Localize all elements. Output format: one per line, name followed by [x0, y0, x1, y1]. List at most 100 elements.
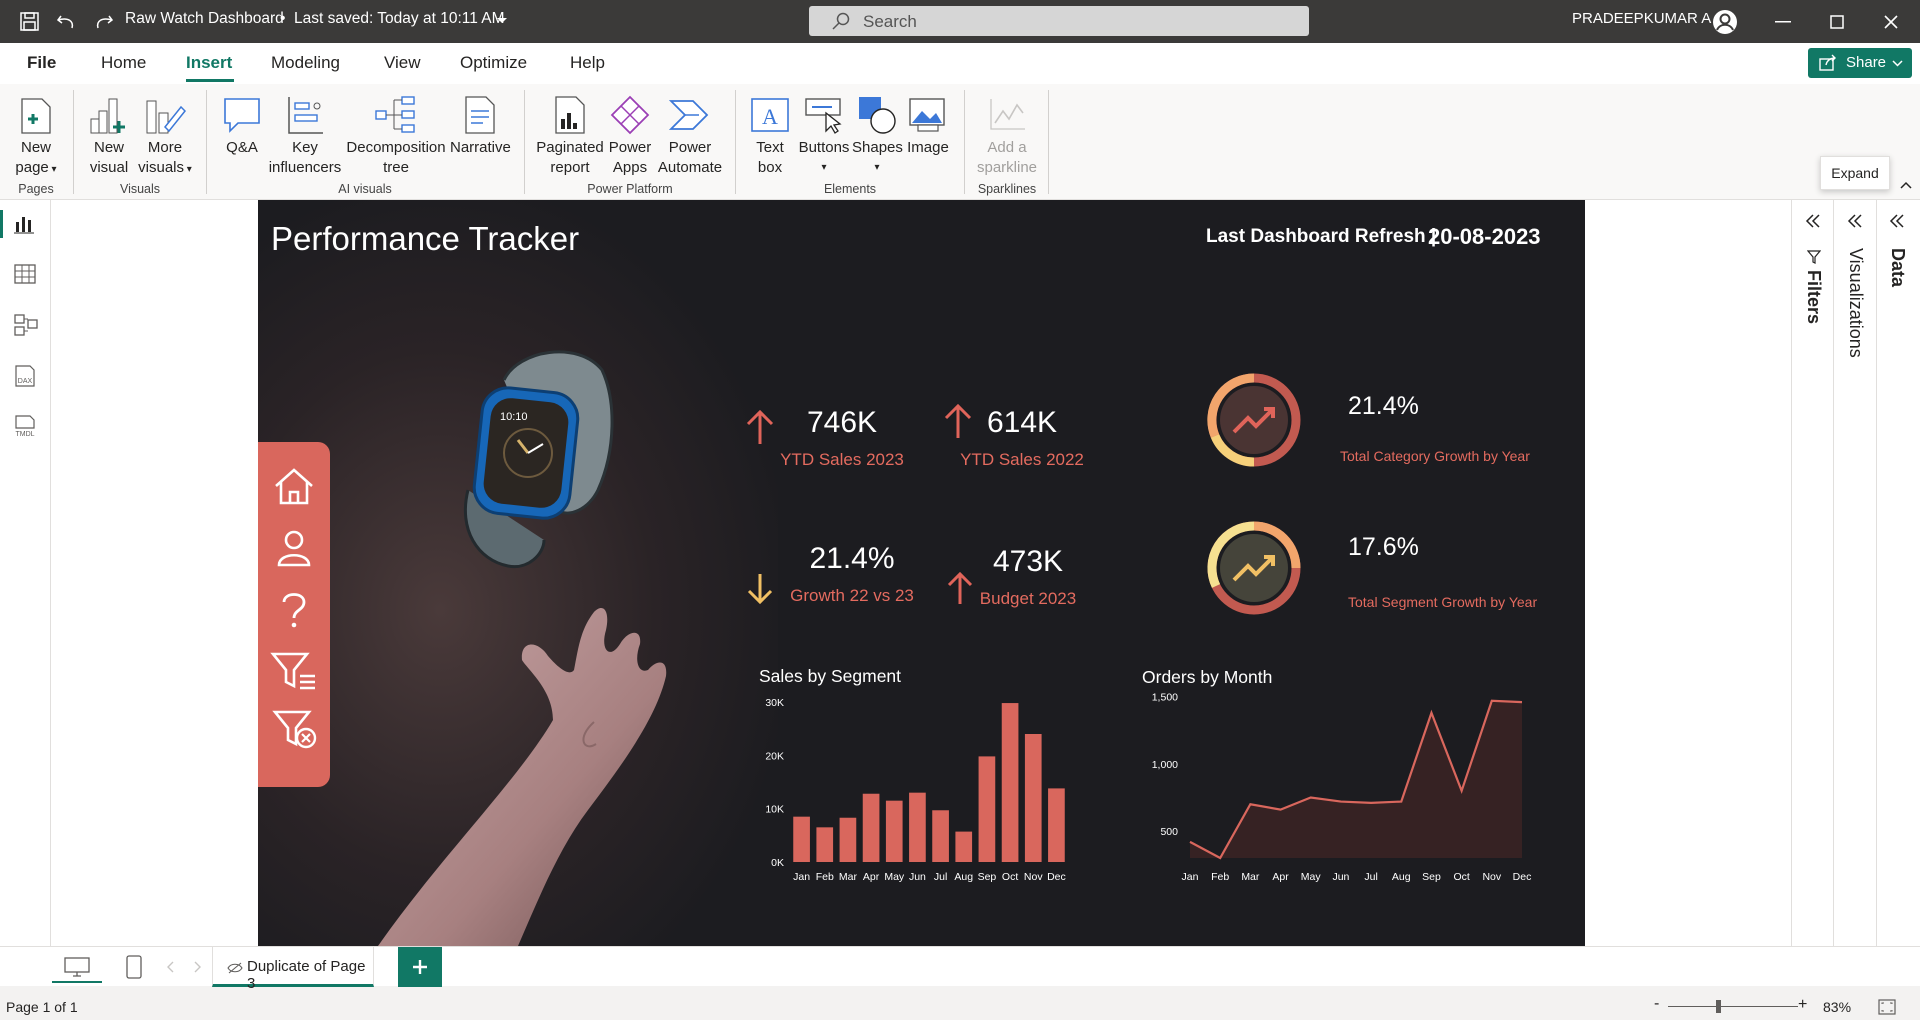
- shapes-icon: [859, 97, 896, 134]
- orders-chart-title: Orders by Month: [1142, 667, 1273, 687]
- x-tick-label: Dec: [1513, 871, 1532, 883]
- share-icon: [1819, 54, 1836, 71]
- last-saved[interactable]: Last saved: Today at 10:11 AM: [294, 10, 505, 27]
- ribbon: New page ▾ New visual More visuals ▾ Q&A…: [0, 84, 1920, 200]
- refresh-label: Last Dashboard Refresh |: [1206, 226, 1437, 247]
- dax-query-icon[interactable]: DAX: [12, 364, 38, 388]
- buttons-label: Buttons: [798, 139, 850, 156]
- new-visual-icon: [90, 98, 125, 134]
- kpi-budget-value: 473K: [992, 545, 1064, 578]
- buttons-button[interactable]: Buttons ▾: [796, 92, 852, 178]
- close-icon[interactable]: [1884, 15, 1898, 29]
- ribbon-separator: [73, 90, 74, 194]
- report-view-icon[interactable]: [14, 214, 36, 234]
- menu-insert[interactable]: Insert: [186, 53, 233, 72]
- home-icon[interactable]: [272, 466, 316, 506]
- mobile-layout-icon[interactable]: [126, 955, 142, 979]
- expand-data-icon[interactable]: [1889, 214, 1905, 228]
- x-tick-label: Mar: [839, 871, 858, 883]
- fit-to-page-icon[interactable]: [1878, 999, 1896, 1015]
- filters-pane-tab[interactable]: Filters: [1804, 270, 1824, 325]
- paginated-report-button[interactable]: Paginated report: [535, 92, 605, 178]
- desktop-layout-icon[interactable]: [64, 957, 90, 977]
- arrow-up-icon: [746, 409, 774, 444]
- group-label-ai-visuals: AI visuals: [338, 182, 392, 196]
- narrative-button[interactable]: Narrative: [450, 92, 511, 158]
- x-tick-label: Aug: [1392, 871, 1411, 883]
- menu-help[interactable]: Help: [570, 53, 605, 72]
- new-page-label-2: page: [15, 159, 49, 176]
- qa-button[interactable]: Q&A: [218, 92, 266, 158]
- x-tick-label: Nov: [1024, 871, 1043, 883]
- status-bar: Page 1 of 1 - + 83%: [0, 993, 1920, 1020]
- user-name[interactable]: PRADEEPKUMAR A: [1572, 10, 1712, 27]
- page-tab[interactable]: Duplicate of Page 3: [212, 947, 374, 992]
- arrow-up-icon: [944, 403, 972, 438]
- help-icon[interactable]: [278, 590, 310, 630]
- key-influencers-icon: [288, 97, 323, 134]
- user-icon[interactable]: [276, 528, 312, 568]
- clear-filter-icon[interactable]: [272, 708, 318, 750]
- add-page-button[interactable]: [398, 947, 442, 987]
- x-tick-label: Mar: [1241, 871, 1260, 883]
- menu-file[interactable]: File: [27, 53, 57, 72]
- minimize-icon[interactable]: [1775, 21, 1791, 23]
- ribbon-separator: [524, 90, 525, 194]
- power-apps-button[interactable]: Power Apps: [605, 92, 655, 178]
- filter-icon: [1807, 250, 1821, 264]
- svg-text:A: A: [762, 104, 778, 129]
- shapes-button[interactable]: Shapes ▾: [852, 92, 903, 178]
- text-box-button[interactable]: A Text box: [746, 92, 794, 178]
- power-automate-button[interactable]: Power Automate: [656, 92, 724, 178]
- previous-page-icon[interactable]: [166, 961, 174, 973]
- zoom-in-button[interactable]: +: [1798, 996, 1808, 1013]
- buttons-icon: [805, 98, 842, 134]
- new-page-button[interactable]: New page ▾: [8, 92, 64, 180]
- next-page-icon[interactable]: [194, 961, 202, 973]
- visualizations-pane-tab[interactable]: Visualizations: [1846, 248, 1866, 358]
- table-view-icon[interactable]: [14, 264, 36, 284]
- ribbon-separator: [964, 90, 965, 194]
- avatar[interactable]: [1712, 9, 1738, 35]
- menu-view[interactable]: View: [384, 53, 421, 72]
- x-tick-label: Sep: [978, 871, 997, 883]
- more-visuals-button[interactable]: More visuals ▾: [136, 92, 194, 180]
- sales-by-segment-chart: 0K 10K 20K 30K Jan Feb Mar Apr May Jun Jul Aug Sep Oc…: [765, 697, 1065, 883]
- tmdl-view-icon[interactable]: TMDL: [10, 414, 40, 438]
- expand-filters-icon[interactable]: [1805, 214, 1821, 228]
- segment-growth-gauge: [1207, 521, 1301, 615]
- menu-modeling[interactable]: Modeling: [271, 53, 340, 72]
- menu-optimize[interactable]: Optimize: [460, 53, 528, 72]
- category-growth-label: Total Category Growth by Year: [1340, 448, 1530, 464]
- maximize-icon[interactable]: [1830, 15, 1844, 29]
- collapse-ribbon-icon[interactable]: [1900, 181, 1912, 189]
- filter-icon[interactable]: [270, 650, 318, 692]
- image-button[interactable]: Image: [903, 92, 953, 158]
- decomposition-tree-button[interactable]: Decomposition tree: [344, 92, 448, 178]
- redo-icon[interactable]: [94, 12, 114, 32]
- zoom-slider[interactable]: [1668, 1006, 1798, 1007]
- search-icon: [832, 12, 850, 30]
- qa-icon: [224, 98, 260, 133]
- new-visual-button[interactable]: New visual: [84, 92, 134, 178]
- sales-chart-title: Sales by Segment: [759, 666, 902, 686]
- document-title[interactable]: Raw Watch Dashboard: [125, 10, 284, 27]
- expand-visualizations-icon[interactable]: [1847, 214, 1863, 228]
- undo-icon[interactable]: [56, 12, 76, 32]
- chevron-down-icon: ▾: [874, 162, 880, 173]
- zoom-out-button[interactable]: -: [1654, 995, 1660, 1012]
- bar: [839, 817, 857, 862]
- data-pane-tab[interactable]: Data: [1888, 248, 1908, 288]
- zoom-slider-thumb[interactable]: [1716, 1000, 1721, 1013]
- y-tick-label: 20K: [765, 750, 784, 762]
- add-sparkline-button[interactable]: Add a sparkline: [970, 92, 1044, 178]
- menu-home[interactable]: Home: [101, 53, 147, 72]
- segment-growth-label: Total Segment Growth by Year: [1348, 594, 1538, 610]
- chevron-down-icon[interactable]: [496, 17, 508, 25]
- model-view-icon[interactable]: [14, 314, 38, 336]
- save-icon[interactable]: [20, 12, 40, 32]
- key-influencers-label-2: influencers: [268, 159, 342, 176]
- search-input[interactable]: Search: [809, 6, 1309, 36]
- key-influencers-button[interactable]: Key influencers: [268, 92, 342, 178]
- share-button[interactable]: Share: [1808, 48, 1912, 78]
